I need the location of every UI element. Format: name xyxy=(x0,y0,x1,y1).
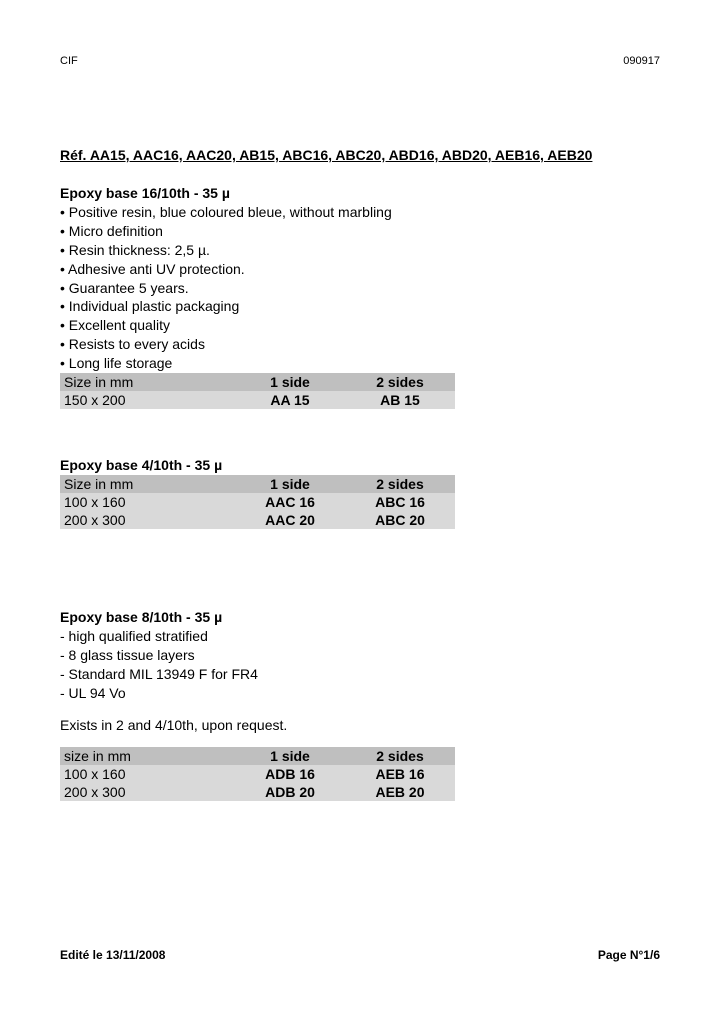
bullet: - UL 94 Vo xyxy=(60,684,660,703)
th-2sides: 2 sides xyxy=(345,747,455,765)
table-row: 200 x 300 AAC 20 ABC 20 xyxy=(60,511,455,529)
th-size: Size in mm xyxy=(60,373,235,391)
cell-size: 100 x 160 xyxy=(60,765,235,783)
cell-2sides: AB 15 xyxy=(345,391,455,409)
table-row: 200 x 300 ADB 20 AEB 20 xyxy=(60,783,455,801)
table-header-row: Size in mm 1 side 2 sides xyxy=(60,475,455,493)
th-1side: 1 side xyxy=(235,373,345,391)
table-row: 100 x 160 ADB 16 AEB 16 xyxy=(60,765,455,783)
section3-table: size in mm 1 side 2 sides 100 x 160 ADB … xyxy=(60,747,455,801)
table-row: 150 x 200 AA 15 AB 15 xyxy=(60,391,455,409)
th-size: Size in mm xyxy=(60,475,235,493)
bullet: - Standard MIL 13949 F for FR4 xyxy=(60,665,660,684)
th-1side: 1 side xyxy=(235,747,345,765)
section1-title: Epoxy base 16/10th - 35 µ xyxy=(60,185,660,201)
cell-size: 150 x 200 xyxy=(60,391,235,409)
section2-title: Epoxy base 4/10th - 35 µ xyxy=(60,457,660,473)
cell-1side: AAC 20 xyxy=(235,511,345,529)
cell-1side: AAC 16 xyxy=(235,493,345,511)
bullet: • Excellent quality xyxy=(60,316,660,335)
table-header-row: Size in mm 1 side 2 sides xyxy=(60,373,455,391)
footer-left: Edité le 13/11/2008 xyxy=(60,948,165,962)
th-size: size in mm xyxy=(60,747,235,765)
footer-right: Page N°1/6 xyxy=(598,948,660,962)
page-footer: Edité le 13/11/2008 Page N°1/6 xyxy=(60,948,660,962)
cell-2sides: AEB 20 xyxy=(345,783,455,801)
header-right: 090917 xyxy=(623,55,660,67)
reference-title: Réf. AA15, AAC16, AAC20, AB15, ABC16, AB… xyxy=(60,147,660,163)
bullet: • Resists to every acids xyxy=(60,335,660,354)
th-1side: 1 side xyxy=(235,475,345,493)
cell-2sides: ABC 20 xyxy=(345,511,455,529)
bullet: • Micro definition xyxy=(60,222,660,241)
section2-table: Size in mm 1 side 2 sides 100 x 160 AAC … xyxy=(60,475,455,529)
cell-size: 200 x 300 xyxy=(60,511,235,529)
table-header-row: size in mm 1 side 2 sides xyxy=(60,747,455,765)
bullet: - 8 glass tissue layers xyxy=(60,646,660,665)
cell-1side: AA 15 xyxy=(235,391,345,409)
header-left: CIF xyxy=(60,55,78,67)
section3-note: Exists in 2 and 4/10th, upon request. xyxy=(60,717,660,733)
section3-title: Epoxy base 8/10th - 35 µ xyxy=(60,609,660,625)
th-2sides: 2 sides xyxy=(345,373,455,391)
cell-size: 100 x 160 xyxy=(60,493,235,511)
cell-2sides: AEB 16 xyxy=(345,765,455,783)
bullet: • Resin thickness: 2,5 µ. xyxy=(60,241,660,260)
bullet: • Adhesive anti UV protection. xyxy=(60,260,660,279)
section1-table: Size in mm 1 side 2 sides 150 x 200 AA 1… xyxy=(60,373,455,409)
bullet: • Positive resin, blue coloured bleue, w… xyxy=(60,203,660,222)
table-row: 100 x 160 AAC 16 ABC 16 xyxy=(60,493,455,511)
cell-1side: ADB 20 xyxy=(235,783,345,801)
bullet: • Individual plastic packaging xyxy=(60,297,660,316)
bullet: • Guarantee 5 years. xyxy=(60,279,660,298)
page-header: CIF 090917 xyxy=(60,55,660,67)
bullet: • Long life storage xyxy=(60,354,660,373)
section1-bullets: • Positive resin, blue coloured bleue, w… xyxy=(60,203,660,373)
bullet: - high qualified stratified xyxy=(60,627,660,646)
cell-2sides: ABC 16 xyxy=(345,493,455,511)
cell-size: 200 x 300 xyxy=(60,783,235,801)
section3-bullets: - high qualified stratified - 8 glass ti… xyxy=(60,627,660,703)
th-2sides: 2 sides xyxy=(345,475,455,493)
page: CIF 090917 Réf. AA15, AAC16, AAC20, AB15… xyxy=(0,0,720,801)
cell-1side: ADB 16 xyxy=(235,765,345,783)
